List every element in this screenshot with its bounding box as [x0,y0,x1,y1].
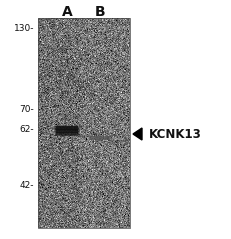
FancyBboxPatch shape [55,126,78,130]
Text: 62-: 62- [19,125,34,135]
Bar [38,18,129,228]
FancyBboxPatch shape [55,132,78,136]
Text: 70-: 70- [19,105,34,114]
Polygon shape [132,128,141,140]
Text: 130-: 130- [13,23,34,33]
FancyBboxPatch shape [89,136,110,140]
Text: KCNK13: KCNK13 [148,127,201,141]
Text: A: A [61,5,72,19]
Text: B: B [94,5,105,19]
Text: © ProSci Inc.: © ProSci Inc. [55,67,100,103]
Text: 42-: 42- [19,180,34,190]
FancyBboxPatch shape [55,129,78,133]
